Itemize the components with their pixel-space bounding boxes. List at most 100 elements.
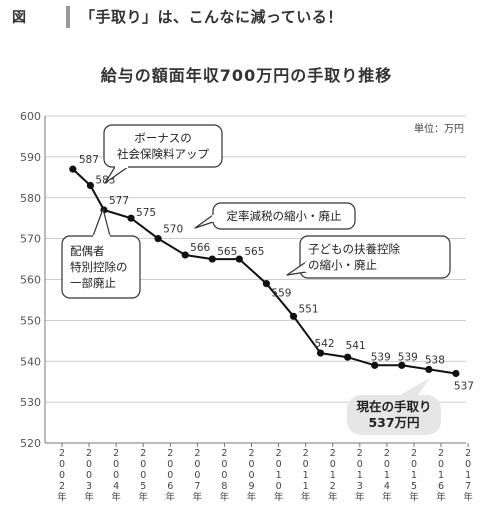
data-label: 538 [425, 354, 445, 366]
x-tick-label: 2 [140, 448, 146, 459]
data-point [371, 361, 379, 369]
x-tick-label: 0 [167, 459, 173, 470]
x-tick-label: 1 [411, 470, 417, 481]
x-tick-label: 6 [438, 481, 444, 492]
x-tick-label: 年 [382, 491, 392, 503]
x-tick-label: 年 [355, 491, 365, 503]
data-point [69, 165, 77, 173]
data-label: 542 [315, 338, 335, 350]
x-tick-label: 0 [357, 459, 363, 470]
y-tick-label: 540 [20, 355, 41, 368]
data-label: 566 [190, 242, 210, 254]
data-point [181, 251, 189, 259]
callout-pointer [194, 214, 214, 229]
data-point [86, 181, 95, 190]
callout-text: 特別控除の [70, 260, 128, 274]
x-tick-label: 0 [59, 470, 65, 481]
callout-box [103, 124, 223, 168]
x-tick-label: 7 [465, 481, 471, 492]
data-point [262, 279, 271, 288]
data-label: 551 [298, 303, 318, 315]
x-tick-label: 0 [330, 459, 336, 470]
x-tick-label: 年 [328, 491, 338, 503]
series-line [72, 168, 457, 375]
x-tick-label: 0 [140, 470, 146, 481]
figure-headline: 「手取り」は、こんなに減っている！ [80, 8, 343, 26]
x-tick-label: 2 [465, 448, 471, 459]
callout-text: 社会保険料アップ [117, 147, 209, 161]
data-label: 570 [163, 224, 183, 236]
x-tick-label: 0 [411, 459, 417, 470]
x-tick-label: 8 [221, 481, 227, 492]
x-tick-label: 2 [384, 448, 390, 459]
callout-text: 現在の手取り [356, 399, 431, 414]
x-tick-label: 5 [140, 481, 146, 492]
unit-label: 単位：万円 [414, 122, 464, 135]
data-point [344, 353, 352, 361]
callout-text: 子どもの扶養控除 [308, 242, 400, 256]
y-tick-label: 550 [20, 314, 41, 327]
callout-text: の縮小・廃止 [308, 258, 377, 272]
data-point [208, 255, 216, 263]
x-tick-label: 2 [221, 448, 227, 459]
data-point [235, 255, 243, 263]
data-point [425, 365, 433, 374]
x-tick-label: 2 [194, 448, 200, 459]
x-tick-label: 0 [86, 459, 92, 470]
x-tick-label: 1 [303, 470, 309, 481]
x-tick-label: 1 [330, 470, 336, 481]
x-tick-label: 5 [411, 481, 417, 492]
y-tick-label: 590 [20, 151, 41, 164]
x-tick-label: 0 [167, 470, 173, 481]
data-point [316, 349, 325, 357]
data-point [398, 361, 406, 369]
x-tick-label: 0 [438, 459, 444, 470]
x-tick-label: 1 [465, 470, 471, 481]
x-tick-label: 2 [59, 481, 65, 492]
x-tick-label: 年 [409, 491, 419, 503]
x-tick-label: 2 [248, 448, 254, 459]
x-tick-label: 2 [113, 448, 119, 459]
x-tick-label: 1 [384, 470, 390, 481]
x-tick-label: 0 [59, 459, 65, 470]
x-tick-label: 0 [140, 459, 146, 470]
x-tick-label: 0 [113, 459, 119, 470]
x-tick-label: 0 [248, 470, 254, 481]
x-tick-label: 1 [303, 481, 309, 492]
data-label: 575 [136, 207, 156, 219]
x-tick-label: 0 [384, 459, 390, 470]
x-tick-label: 2 [167, 448, 173, 459]
x-tick-label: 0 [113, 470, 119, 481]
x-tick-label: 6 [167, 481, 173, 492]
x-tick-label: 4 [113, 481, 119, 492]
callout-text: 537万円 [368, 415, 419, 430]
chart-title: 給与の額面年収700万円の手取り推移 [100, 66, 393, 85]
data-point [452, 369, 460, 378]
x-tick-label: 2 [276, 448, 282, 459]
x-tick-label: 年 [463, 491, 473, 503]
data-label: 539 [398, 351, 418, 363]
y-tick-label: 520 [20, 437, 41, 450]
data-label: 565 [217, 246, 237, 258]
header-divider [66, 6, 70, 28]
data-label: 565 [244, 246, 264, 258]
x-tick-label: 2 [411, 448, 417, 459]
x-tick-label: 年 [111, 491, 121, 503]
data-label: 537 [454, 381, 474, 393]
x-tick-label: 年 [193, 491, 203, 503]
data-label: 541 [346, 340, 366, 352]
x-tick-label: 4 [384, 481, 390, 492]
x-tick-label: 2 [59, 448, 65, 459]
callout-pointer [400, 378, 430, 395]
x-tick-label: 2 [86, 448, 92, 459]
callout-box [347, 395, 441, 435]
x-tick-label: 7 [194, 481, 200, 492]
callout-text: 一部廃止 [70, 276, 116, 290]
x-tick-label: 年 [57, 491, 67, 503]
x-tick-label: 年 [84, 491, 94, 503]
x-tick-label: 0 [86, 470, 92, 481]
y-tick-label: 600 [20, 110, 41, 123]
x-tick-label: 1 [276, 470, 282, 481]
